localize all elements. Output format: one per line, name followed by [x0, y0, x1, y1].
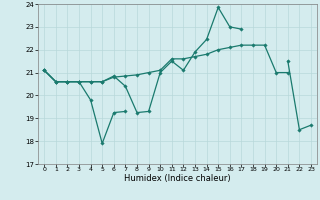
X-axis label: Humidex (Indice chaleur): Humidex (Indice chaleur): [124, 174, 231, 183]
